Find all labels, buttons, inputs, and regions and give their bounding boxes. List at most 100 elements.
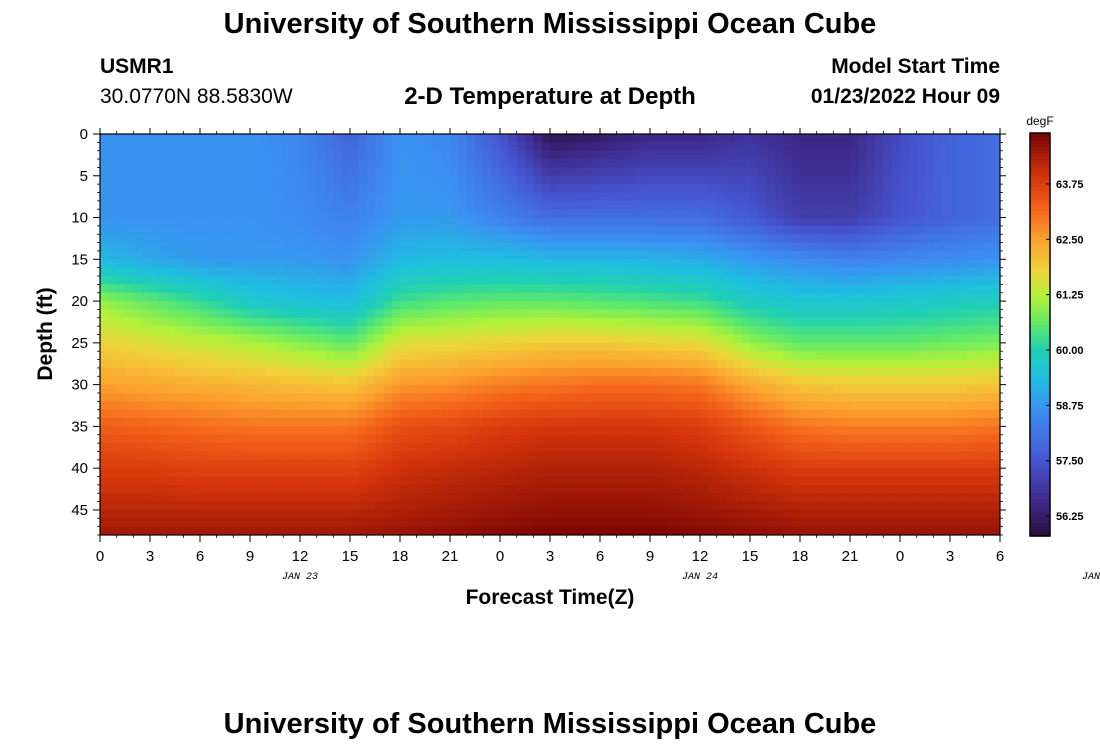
heatmap-cell	[350, 142, 359, 152]
heatmap-cell	[450, 301, 459, 311]
heatmap-cell	[950, 301, 959, 311]
heatmap-cell	[608, 443, 618, 453]
heatmap-cell	[216, 267, 226, 277]
heatmap-cell	[525, 493, 534, 503]
heatmap-cell	[750, 142, 759, 152]
heatmap-cell	[283, 342, 293, 352]
heatmap-cell	[816, 209, 826, 219]
heatmap-cell	[475, 526, 484, 535]
heatmap-cell	[600, 317, 609, 327]
heatmap-cell	[733, 493, 743, 503]
heatmap-cell	[183, 234, 193, 244]
heatmap-cell	[866, 292, 876, 302]
heatmap-cell	[475, 418, 484, 427]
heatmap-cell	[591, 451, 601, 461]
heatmap-cell	[541, 484, 551, 494]
heatmap-cell	[400, 192, 409, 202]
heatmap-cell	[533, 501, 543, 511]
heatmap-cell	[116, 209, 126, 219]
heatmap-cell	[233, 192, 243, 202]
heatmap-cell	[933, 309, 943, 319]
heatmap-cell	[591, 426, 601, 436]
heatmap-cell	[550, 167, 559, 177]
heatmap-cell	[483, 493, 493, 503]
heatmap-cell	[266, 267, 276, 277]
heatmap-cell	[933, 376, 943, 386]
heatmap-cell	[508, 518, 518, 528]
heatmap-cell	[633, 443, 643, 453]
heatmap-cell	[333, 367, 343, 377]
heatmap-cell	[825, 301, 834, 311]
heatmap-cell	[716, 175, 726, 185]
heatmap-cell	[416, 392, 426, 402]
heatmap-cell	[950, 409, 959, 419]
heatmap-cell	[408, 334, 418, 344]
heatmap-cell	[200, 392, 209, 402]
heatmap-cell	[550, 225, 559, 235]
heatmap-cell	[358, 367, 368, 377]
heatmap-cell	[841, 200, 851, 210]
heatmap-cell	[133, 451, 143, 461]
heatmap-cell	[891, 526, 901, 535]
heatmap-cell	[475, 309, 484, 319]
heatmap-cell	[616, 284, 626, 294]
heatmap-cell	[716, 484, 726, 494]
heatmap-cell	[416, 409, 426, 419]
heatmap-cell	[650, 317, 659, 327]
heatmap-cell	[141, 493, 151, 503]
heatmap-cell	[650, 326, 659, 336]
heatmap-cell	[733, 276, 743, 285]
heatmap-cell	[941, 184, 951, 194]
heatmap-cell	[933, 292, 943, 302]
heatmap-cell	[358, 351, 368, 361]
heatmap-cell	[741, 184, 751, 194]
heatmap-cell	[908, 409, 918, 419]
heatmap-cell	[825, 526, 834, 535]
heatmap-cell	[758, 434, 768, 444]
heatmap-cell	[450, 267, 459, 277]
heatmap-cell	[791, 192, 801, 202]
heatmap-cell	[283, 259, 293, 269]
heatmap-cell	[800, 351, 809, 361]
heatmap-cell	[666, 234, 676, 244]
heatmap-cell	[358, 150, 368, 160]
heatmap-cell	[525, 242, 534, 252]
heatmap-cell	[683, 175, 693, 185]
heatmap-cell	[625, 134, 634, 143]
heatmap-cell	[691, 267, 701, 277]
heatmap-cell	[366, 501, 376, 511]
heatmap-cell	[808, 159, 818, 169]
heatmap-cell	[883, 292, 893, 302]
heatmap-cell	[891, 376, 901, 386]
heatmap-cell	[925, 326, 934, 336]
heatmap-cell	[125, 501, 134, 511]
heatmap-cell	[491, 234, 501, 244]
heatmap-cell	[600, 359, 609, 369]
heatmap-cell	[425, 167, 434, 177]
heatmap-cell	[675, 142, 684, 152]
heatmap-cell	[741, 284, 751, 294]
heatmap-cell	[775, 493, 784, 503]
heatmap-cell	[841, 150, 851, 160]
heatmap-cell	[908, 292, 918, 302]
heatmap-cell	[216, 192, 226, 202]
heatmap-cell	[816, 326, 826, 336]
heatmap-cell	[791, 175, 801, 185]
heatmap-cell	[883, 384, 893, 394]
heatmap-cell	[616, 409, 626, 419]
heatmap-cell	[133, 234, 143, 244]
heatmap-cell	[675, 501, 684, 511]
heatmap-cell	[725, 384, 734, 394]
heatmap-cell	[450, 200, 459, 210]
heatmap-cell	[633, 242, 643, 252]
heatmap-cell	[450, 434, 459, 444]
heatmap-cell	[616, 468, 626, 478]
heatmap-cell	[733, 217, 743, 227]
heatmap-cell	[108, 376, 118, 386]
heatmap-cell	[625, 217, 634, 227]
heatmap-cell	[241, 184, 251, 194]
heatmap-cell	[608, 501, 618, 511]
heatmap-cell	[950, 376, 959, 386]
heatmap-cell	[850, 317, 859, 327]
heatmap-cell	[358, 451, 368, 461]
